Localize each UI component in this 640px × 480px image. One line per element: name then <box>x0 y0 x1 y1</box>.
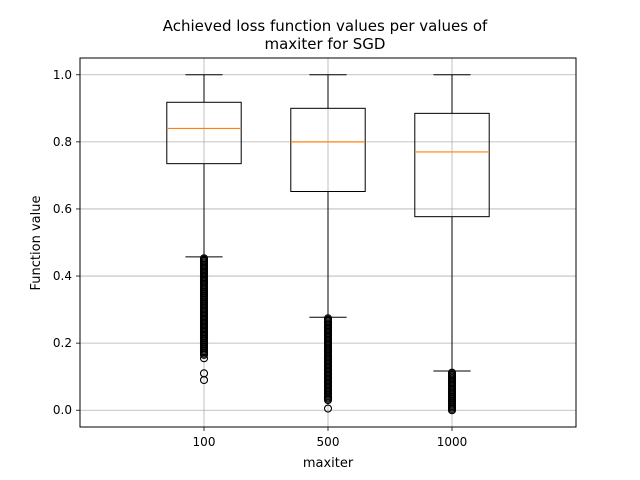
iqr-box <box>414 112 490 218</box>
y-tick-label: 0.0 <box>53 403 72 417</box>
outlier-point <box>447 368 457 377</box>
x-tick-label: 100 <box>193 435 216 449</box>
box-500 <box>290 74 366 413</box>
outlier-point <box>323 404 333 413</box>
y-tick-label: 1.0 <box>53 68 72 82</box>
y-tick-label: 0.8 <box>53 135 72 149</box>
y-tick-label: 0.2 <box>53 336 72 350</box>
iqr-box <box>166 101 242 165</box>
plot-area <box>166 74 490 415</box>
x-tick-label: 1000 <box>437 435 468 449</box>
y-tick-label: 0.6 <box>53 202 72 216</box>
chart-title-line-2: maxiter for SGD <box>265 35 386 53</box>
outlier-point <box>323 314 333 323</box>
chart-title-line-1: Achieved loss function values per values… <box>163 17 488 35</box>
outlier-point <box>199 369 209 378</box>
iqr-box <box>290 107 366 193</box>
box-1000 <box>414 74 490 415</box>
x-tick-label: 500 <box>317 435 340 449</box>
outlier-point <box>199 254 209 263</box>
outlier-point <box>199 354 209 363</box>
x-axis-label: maxiter <box>303 456 354 471</box>
axis-ticks: 0.0 0.2 0.4 0.6 0.8 1.0 100 500 1000 <box>53 68 467 449</box>
y-axis-label: Function value <box>29 196 44 291</box>
box-100 <box>166 74 242 385</box>
y-tick-label: 0.4 <box>53 269 72 283</box>
